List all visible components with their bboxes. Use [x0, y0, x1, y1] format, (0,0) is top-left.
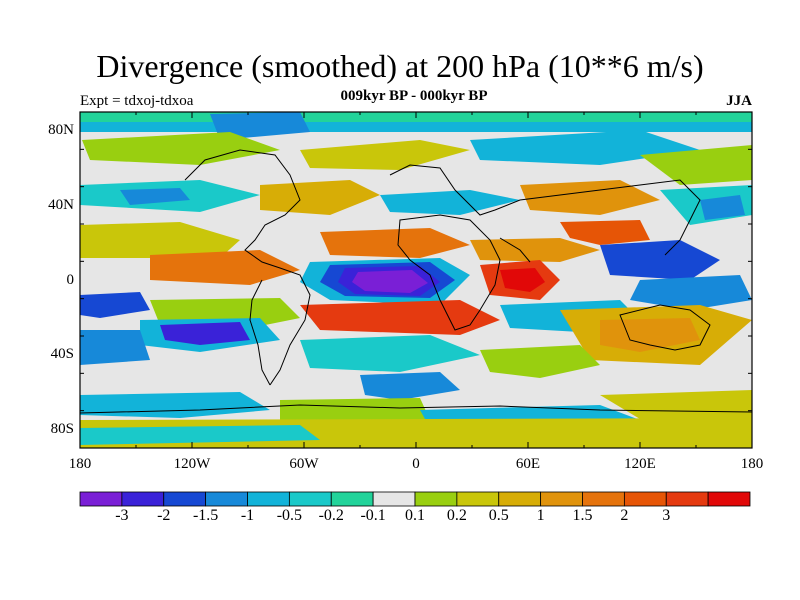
colorbar-label: 2: [620, 507, 629, 524]
colorbar-label: -2: [157, 507, 171, 524]
colorbar-swatch: [456, 491, 500, 507]
colorbar-label: -1: [240, 507, 255, 524]
colorbar-label: 0.2: [446, 507, 467, 524]
lat-tick-40n: 40N: [48, 197, 74, 213]
colorbar-swatch: [330, 491, 374, 507]
colorbar-label: -3: [115, 507, 129, 524]
colorbar-label: 1.5: [572, 507, 593, 524]
colorbar-swatch: [205, 491, 248, 507]
lon-tick-180w: 180: [68, 456, 92, 472]
season-label: JJA: [726, 93, 752, 109]
colorbar-label: -0.2: [318, 507, 344, 524]
colorbar-swatch: [582, 491, 625, 507]
colorbar-swatch: [247, 491, 290, 507]
colorbar-label: 1: [536, 507, 545, 524]
lon-tick-0: 0: [412, 456, 420, 472]
lon-tick-180e: 180: [740, 456, 764, 472]
colorbar-swatch: [79, 491, 123, 507]
lat-tick-80n: 80N: [48, 122, 74, 138]
colorbar-swatch: [288, 491, 332, 507]
colorbar-swatch: [121, 491, 165, 507]
colorbar-label: 3: [662, 507, 671, 524]
lon-tick-60w: 60W: [289, 456, 319, 472]
colorbar-label: -0.5: [276, 507, 303, 524]
colorbar-swatch: [665, 491, 709, 507]
colorbar-swatch: [623, 491, 667, 507]
period-label: 009kyr BP - 000kyr BP: [340, 88, 488, 104]
colorbar-swatch: [414, 491, 458, 507]
colorbar-swatch: [372, 491, 416, 507]
lat-tick-0: 0: [66, 272, 75, 288]
lon-tick-60e: 60E: [515, 456, 541, 472]
coastlines: [80, 149, 752, 414]
lat-tick-40s: 40S: [50, 346, 74, 362]
lon-tick-120e: 120E: [624, 456, 656, 472]
colorbar-label: 0.1: [405, 507, 425, 524]
colorbar-label: -0.1: [360, 507, 386, 524]
lat-tick-80s: 80S: [50, 421, 74, 437]
map-ticks: [79, 111, 753, 449]
colorbar-swatch: [707, 491, 751, 507]
lon-tick-120w: 120W: [173, 456, 211, 472]
colorbar-label: -1.5: [192, 507, 219, 524]
colorbar-swatch: [498, 491, 542, 507]
colorbar-label: 0.5: [488, 507, 509, 524]
colorbar-swatch: [540, 491, 583, 507]
colorbar: [79, 491, 751, 507]
colorbar-swatch: [163, 491, 207, 507]
chart-title: Divergence (smoothed) at 200 hPa (10**6 …: [96, 48, 704, 84]
experiment-label: Expt = tdxoj-tdxoa: [80, 93, 194, 109]
